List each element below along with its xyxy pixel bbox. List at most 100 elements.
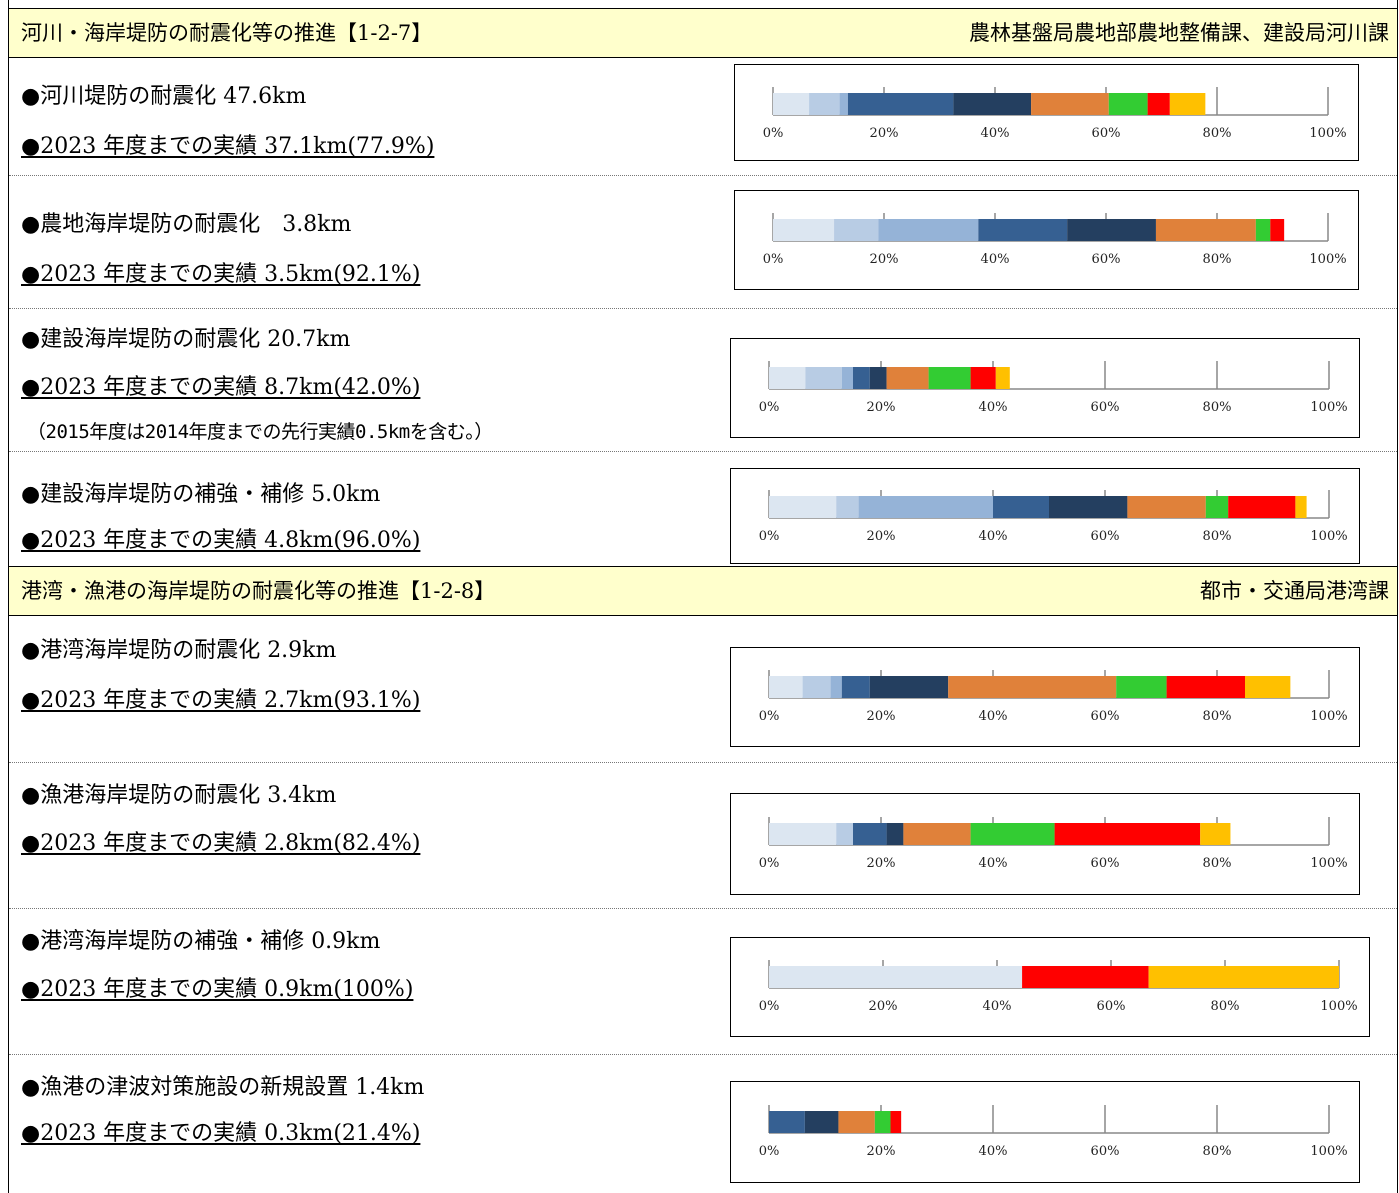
progress-chart: 0% 20% 40% 60% 80% 100% — [730, 338, 1360, 438]
bar-segment — [1022, 966, 1149, 988]
item-label: ●港湾海岸堤防の補強・補修 0.9km — [21, 929, 381, 954]
x-tick-label: 20% — [867, 529, 896, 544]
bar-segment — [769, 676, 803, 698]
progress-chart: 0% 20% 40% 60% 80% 100% — [730, 793, 1360, 895]
bar-segment — [878, 219, 979, 241]
x-tick-label: 80% — [1203, 856, 1232, 871]
bar-segment — [1255, 219, 1271, 241]
bar-segment — [802, 676, 831, 698]
section-header-ports: 港湾・漁港の海岸堤防の耐震化等の推進【1-2-8】 都市・交通局港湾課 — [9, 566, 1397, 616]
item-achievement: ●2023 年度までの実績 2.8km(82.4%) — [21, 831, 421, 856]
list-item: ●河川堤防の耐震化 47.6km ●2023 年度までの実績 37.1km(77… — [9, 58, 1397, 176]
list-item: ●港湾海岸堤防の耐震化 2.9km ●2023 年度までの実績 2.7km(93… — [9, 616, 1397, 763]
item-note: （2015年度は2014年度までの先行実績0.5kmを含む。） — [27, 421, 493, 443]
bar-segment — [809, 93, 840, 115]
x-tick-label: 80% — [1203, 1144, 1232, 1159]
bar-segment — [970, 367, 996, 389]
bar-segment — [1127, 496, 1206, 518]
x-tick-label: 40% — [979, 529, 1008, 544]
item-label: ●建設海岸堤防の耐震化 20.7km — [21, 327, 351, 352]
item-label: ●港湾海岸堤防の耐震化 2.9km — [21, 638, 337, 663]
x-tick-label: 0% — [759, 999, 780, 1014]
x-tick-label: 100% — [1310, 529, 1347, 544]
x-tick-label: 40% — [979, 400, 1008, 415]
progress-chart: 0% 20% 40% 60% 80% 100% — [734, 190, 1359, 290]
x-tick-label: 0% — [763, 252, 784, 267]
x-tick-label: 100% — [1320, 999, 1357, 1014]
item-achievement: ●2023 年度までの実績 0.9km(100%) — [21, 977, 414, 1002]
bar-segment — [886, 367, 929, 389]
bar-segment — [953, 93, 1032, 115]
bar-segment — [834, 219, 879, 241]
bar-segment — [841, 676, 870, 698]
x-tick-label: 40% — [979, 856, 1008, 871]
x-tick-label: 20% — [867, 1144, 896, 1159]
bar-segment — [978, 219, 1068, 241]
item-achievement: ●2023 年度までの実績 0.3km(21.4%) — [21, 1121, 421, 1146]
x-tick-label: 80% — [1203, 529, 1232, 544]
item-achievement: ●2023 年度までの実績 4.8km(96.0%) — [21, 528, 421, 553]
chart-svg: 0% 20% 40% 60% 80% 100% — [759, 817, 1348, 871]
item-label: ●建設海岸堤防の補強・補修 5.0km — [21, 482, 381, 507]
bar-segment — [948, 676, 1117, 698]
bar-segment — [993, 496, 1049, 518]
chart-svg: 0% 20% 40% 60% 80% 100% — [763, 213, 1347, 267]
bar-segment — [995, 367, 1010, 389]
x-tick-label: 60% — [1091, 1144, 1120, 1159]
bar-segment — [1245, 676, 1291, 698]
item-label: ●河川堤防の耐震化 47.6km — [21, 84, 307, 109]
bar-segment — [903, 823, 971, 845]
x-tick-label: 60% — [1092, 126, 1121, 141]
x-tick-label: 100% — [1310, 856, 1347, 871]
bar-segment — [1108, 93, 1148, 115]
chart-svg: 0% 20% 40% 60% 80% 100% — [763, 87, 1347, 141]
bar-segment — [1228, 496, 1296, 518]
bar-segment — [773, 219, 835, 241]
x-tick-label: 0% — [759, 1144, 780, 1159]
item-achievement: ●2023 年度までの実績 2.7km(93.1%) — [21, 688, 421, 713]
bar-segment — [1148, 966, 1339, 988]
x-tick-label: 60% — [1091, 400, 1120, 415]
item-label: ●農地海岸堤防の耐震化 3.8km — [21, 212, 352, 237]
x-tick-label: 100% — [1309, 252, 1346, 267]
bar-segment — [847, 93, 954, 115]
bar-segment — [1031, 93, 1109, 115]
bar-segment — [769, 367, 806, 389]
bar-segment — [1205, 496, 1229, 518]
section-department: 都市・交通局港湾課 — [1200, 579, 1389, 603]
bar-segment — [874, 1111, 891, 1133]
bar-segment — [773, 93, 810, 115]
x-tick-label: 20% — [869, 999, 898, 1014]
x-tick-label: 60% — [1092, 252, 1121, 267]
x-tick-label: 40% — [981, 252, 1010, 267]
bar-segment — [970, 823, 1055, 845]
x-tick-label: 0% — [759, 529, 780, 544]
bar-segment — [858, 496, 993, 518]
x-tick-label: 80% — [1211, 999, 1240, 1014]
item-achievement: ●2023 年度までの実績 8.7km(42.0%) — [21, 375, 421, 400]
list-item: ●建設海岸堤防の耐震化 20.7km ●2023 年度までの実績 8.7km(4… — [9, 309, 1397, 452]
bar-segment — [836, 823, 853, 845]
section-title: 河川・海岸堤防の耐震化等の推進【1-2-7】 — [21, 21, 433, 45]
bar-segment — [769, 966, 1023, 988]
item-achievement: ●2023 年度までの実績 37.1km(77.9%) — [21, 134, 435, 159]
chart-svg: 0% 20% 40% 60% 80% 100% — [759, 490, 1348, 544]
bar-segment — [928, 367, 971, 389]
list-item: ●農地海岸堤防の耐震化 3.8km ●2023 年度までの実績 3.5km(92… — [9, 176, 1397, 309]
x-tick-label: 100% — [1310, 1144, 1347, 1159]
x-tick-label: 100% — [1309, 126, 1346, 141]
bar-segment — [1049, 496, 1128, 518]
x-tick-label: 0% — [759, 400, 780, 415]
list-item: ●港湾海岸堤防の補強・補修 0.9km ●2023 年度までの実績 0.9km(… — [9, 909, 1397, 1055]
bar-segment — [1067, 219, 1156, 241]
x-tick-label: 60% — [1097, 999, 1126, 1014]
x-tick-label: 80% — [1203, 252, 1232, 267]
bar-segment — [1054, 823, 1201, 845]
x-tick-label: 40% — [979, 709, 1008, 724]
x-tick-label: 20% — [870, 126, 899, 141]
x-tick-label: 80% — [1203, 400, 1232, 415]
bar-segment — [841, 367, 853, 389]
progress-chart: 0% 20% 40% 60% 80% 100% — [730, 468, 1360, 564]
x-tick-label: 0% — [759, 856, 780, 871]
list-item: ●漁港の津波対策施設の新規設置 1.4km ●2023 年度までの実績 0.3k… — [9, 1055, 1397, 1193]
